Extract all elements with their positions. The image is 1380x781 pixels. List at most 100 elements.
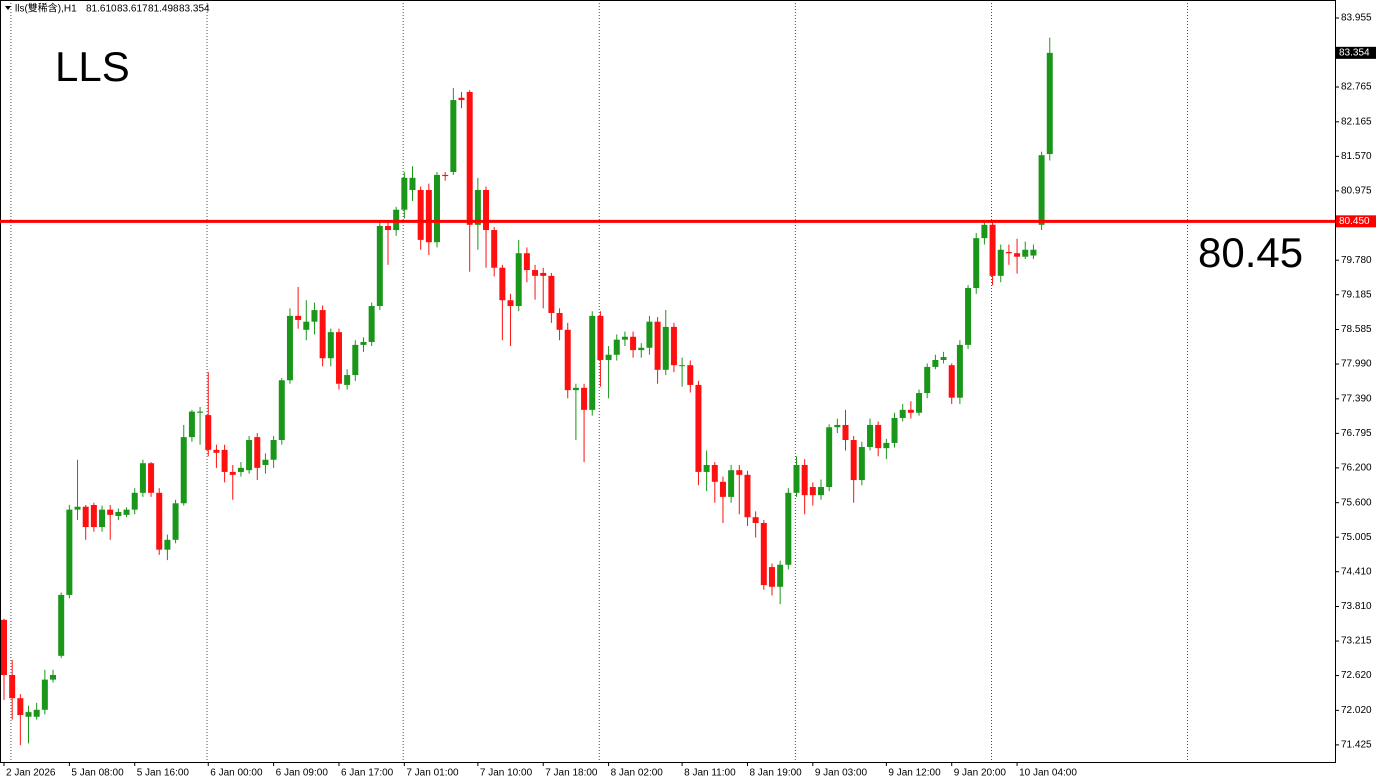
y-tick-label: 75.005 [1341, 532, 1372, 543]
candle-body [41, 679, 48, 710]
candle-body [605, 354, 612, 360]
candle-body [115, 511, 122, 517]
candle-body [1046, 52, 1053, 155]
candle-body [932, 359, 939, 367]
candle-body [327, 332, 334, 359]
x-tick-label: 7 Jan 10:00 [480, 768, 533, 779]
candle-body [858, 446, 865, 481]
y-tick-label: 73.810 [1341, 601, 1372, 612]
candle-body [74, 506, 81, 510]
y-tick-label: 81.570 [1341, 151, 1372, 162]
candle-body [670, 326, 677, 366]
x-tick-label: 9 Jan 12:00 [888, 768, 941, 779]
candle-body [180, 437, 187, 504]
x-tick-label: 10 Jan 04:00 [1019, 768, 1077, 779]
annotation: 80.45 [1198, 229, 1303, 276]
level-label: 80.450 [1339, 216, 1370, 227]
candle-body [295, 315, 302, 320]
candle-body [442, 174, 449, 177]
candle-body [425, 189, 432, 243]
candle-body [548, 275, 555, 313]
x-tick-label: 6 Jan 17:00 [341, 768, 394, 779]
candle-body [679, 365, 686, 367]
x-tick-label: 5 Jan 16:00 [137, 768, 190, 779]
x-tick-label: 9 Jan 03:00 [815, 768, 868, 779]
candle-body [973, 238, 980, 289]
y-tick-label: 72.620 [1341, 670, 1372, 681]
y-tick-label: 76.200 [1341, 463, 1372, 474]
candle-body [646, 321, 653, 348]
candle-body [237, 467, 244, 472]
candle-body [450, 100, 457, 173]
candle-body [621, 336, 628, 340]
y-tick-label: 75.600 [1341, 497, 1372, 508]
candle-body [850, 440, 857, 481]
x-tick-label: 8 Jan 02:00 [611, 768, 664, 779]
candle-body [638, 347, 645, 351]
candle-body [82, 506, 89, 528]
candle-body [1022, 249, 1029, 257]
candle-body [474, 189, 481, 225]
candle-body [270, 440, 277, 460]
x-tick-label: 7 Jan 01:00 [406, 768, 459, 779]
x-tick-label: 2 Jan 2026 [6, 768, 56, 779]
menu-arrow[interactable] [5, 6, 11, 10]
candle-body [148, 463, 155, 493]
level-label-box [1336, 215, 1376, 228]
candle-body [131, 492, 138, 510]
candle-body [654, 321, 661, 370]
y-tick-label: 79.780 [1341, 255, 1372, 266]
y-tick-label: 79.185 [1341, 289, 1372, 300]
x-tick-label: 9 Jan 20:00 [954, 768, 1007, 779]
candle-body [352, 344, 359, 376]
candle-body [25, 712, 32, 717]
candle-body [107, 509, 114, 515]
candle-body [989, 224, 996, 276]
ohlc-close: 83.354 [179, 4, 210, 15]
candle-body [515, 253, 522, 307]
candle-body [793, 464, 800, 493]
candle-body [221, 449, 228, 472]
candle-body [883, 442, 890, 449]
candle-body [719, 481, 726, 497]
candle-body [842, 424, 849, 441]
candle-body [507, 300, 514, 307]
candle-body [1030, 249, 1037, 256]
candle-body [589, 315, 596, 410]
candle-body [9, 674, 16, 699]
candle-body [777, 564, 784, 587]
candle-body [965, 288, 972, 345]
candle-body [172, 503, 179, 540]
candle-body [760, 522, 767, 586]
candle-body [376, 225, 383, 307]
candle-body [188, 411, 195, 438]
y-tick-label: 78.585 [1341, 324, 1372, 335]
x-tick-label: 8 Jan 19:00 [749, 768, 802, 779]
y-tick-label: 71.425 [1341, 740, 1372, 751]
candle-body [319, 310, 326, 359]
candle-body [197, 411, 204, 413]
candle-body [613, 339, 620, 355]
x-tick-label: 6 Jan 09:00 [276, 768, 329, 779]
annotation: LLS [55, 43, 130, 90]
candle-body [278, 380, 285, 441]
candle-body [466, 91, 473, 225]
symbol: lls(雙稀含),H1 [15, 2, 77, 15]
candle-body [818, 487, 824, 496]
candle-body [205, 415, 212, 450]
candle-body [229, 471, 236, 475]
candle-body [532, 270, 539, 276]
candle-body [303, 321, 310, 330]
ohlc-open: 81.610 [86, 4, 117, 15]
candle-body [1, 619, 7, 675]
candle-body [262, 459, 269, 465]
candle-body [483, 189, 490, 231]
candle-body [695, 384, 702, 472]
candle-body [891, 417, 898, 443]
candle-body [924, 366, 931, 394]
candle-body [213, 449, 220, 453]
candle-body [156, 492, 163, 550]
x-tick-label: 7 Jan 18:00 [545, 768, 598, 779]
y-tick-label: 80.975 [1341, 186, 1372, 197]
